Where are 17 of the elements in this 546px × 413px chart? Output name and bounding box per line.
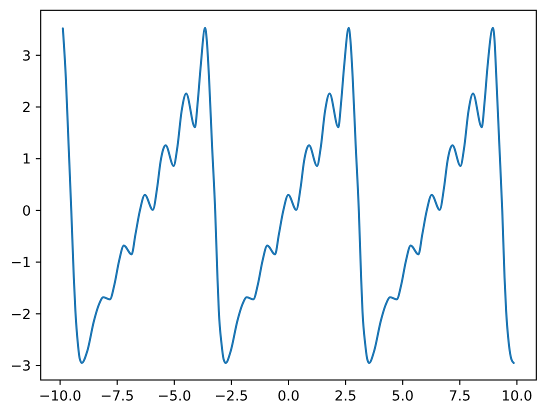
x-tick-label: 2.5 xyxy=(334,388,357,404)
x-tick-label: −2.5 xyxy=(214,388,248,404)
y-tick-label: 3 xyxy=(22,48,31,64)
y-tick-label: −2 xyxy=(10,306,31,323)
y-tick-label: 1 xyxy=(22,152,31,168)
x-tick-label: 7.5 xyxy=(448,388,471,404)
x-tick-label: 0.0 xyxy=(277,388,300,404)
line-series xyxy=(62,26,515,364)
y-tick-label: 2 xyxy=(22,100,31,116)
x-tick-label: −5.0 xyxy=(157,388,192,404)
y-tick-label: 0 xyxy=(22,203,31,220)
x-tick-label: 10.0 xyxy=(501,388,532,404)
y-tick-label: −3 xyxy=(10,358,31,375)
y-tick-label: −1 xyxy=(10,255,31,272)
x-tick-label: −10.0 xyxy=(38,388,82,404)
x-tick-label: 5.0 xyxy=(392,388,414,404)
x-tick-label: −7.5 xyxy=(100,388,134,404)
